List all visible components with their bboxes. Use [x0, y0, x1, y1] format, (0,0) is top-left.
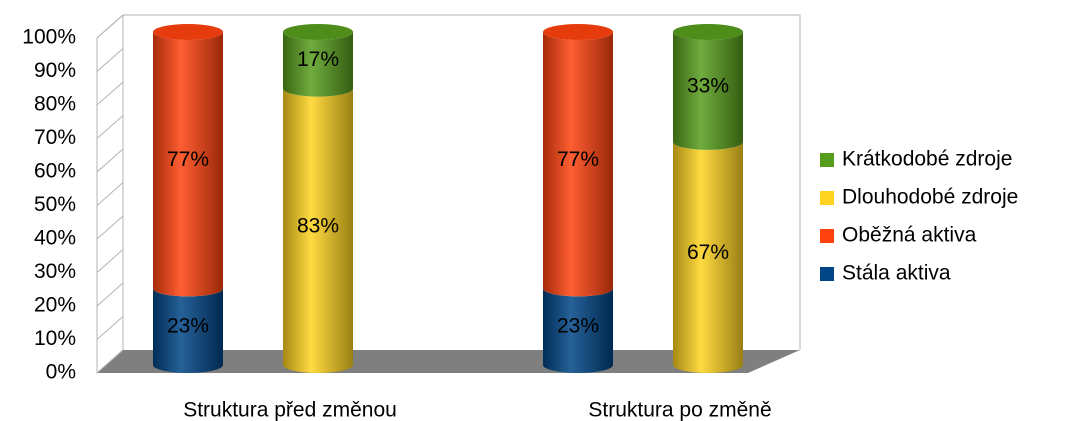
y-tick-label: 60%	[34, 160, 76, 183]
tick-mark	[96, 182, 124, 206]
tick-mark	[96, 81, 124, 106]
tick-mark	[96, 48, 124, 72]
floor	[97, 350, 800, 373]
value-label: 77%	[167, 148, 209, 171]
bar	[153, 32, 223, 297]
legend-swatch	[820, 153, 834, 167]
y-tick-label: 80%	[34, 93, 76, 116]
back-wall	[123, 14, 801, 350]
y-tick-label: 90%	[34, 59, 76, 82]
tick-mark	[96, 349, 124, 374]
tick-mark	[96, 215, 124, 240]
y-tick-label: 70%	[34, 126, 76, 149]
y-tick-label: 0%	[46, 361, 76, 384]
tick-mark	[96, 148, 124, 173]
y-tick-label: 100%	[22, 26, 76, 49]
legend-swatch	[820, 267, 834, 281]
legend-label: Stála aktiva	[842, 262, 951, 285]
legend-swatch	[820, 229, 834, 243]
y-tick-label: 50%	[34, 193, 76, 216]
tick-mark	[96, 115, 124, 139]
legend-label: Dlouhodobé zdroje	[842, 186, 1018, 209]
value-label: 33%	[687, 74, 729, 97]
tick-mark	[96, 282, 124, 307]
bar	[543, 288, 613, 373]
y-tick-label: 20%	[34, 294, 76, 317]
value-label: 77%	[557, 148, 599, 171]
y-tick-label: 10%	[34, 327, 76, 350]
value-label: 23%	[167, 314, 209, 337]
bar	[153, 288, 223, 373]
tick-mark	[96, 14, 124, 39]
x-tick-label: Struktura po změně	[588, 399, 771, 421]
bar	[283, 88, 353, 374]
bar	[673, 32, 743, 150]
legend-label: Krátkodobé zdroje	[842, 148, 1012, 171]
bar-top	[153, 24, 223, 40]
value-label: 23%	[557, 314, 599, 337]
bar	[543, 32, 613, 297]
value-label: 67%	[687, 241, 729, 264]
bar-top	[543, 24, 613, 40]
tick-mark	[96, 316, 124, 340]
bar	[673, 141, 743, 373]
bar	[283, 32, 353, 97]
tick-mark	[96, 249, 124, 273]
legend-swatch	[820, 191, 834, 205]
bar-top	[673, 24, 743, 40]
x-tick-label: Struktura před změnou	[183, 399, 397, 421]
bar-top	[283, 24, 353, 40]
y-tick-label: 30%	[34, 260, 76, 283]
legend-label: Oběžná aktiva	[842, 224, 977, 247]
value-label: 83%	[297, 214, 339, 237]
value-label: 17%	[297, 48, 339, 71]
y-tick-label: 40%	[34, 227, 76, 250]
